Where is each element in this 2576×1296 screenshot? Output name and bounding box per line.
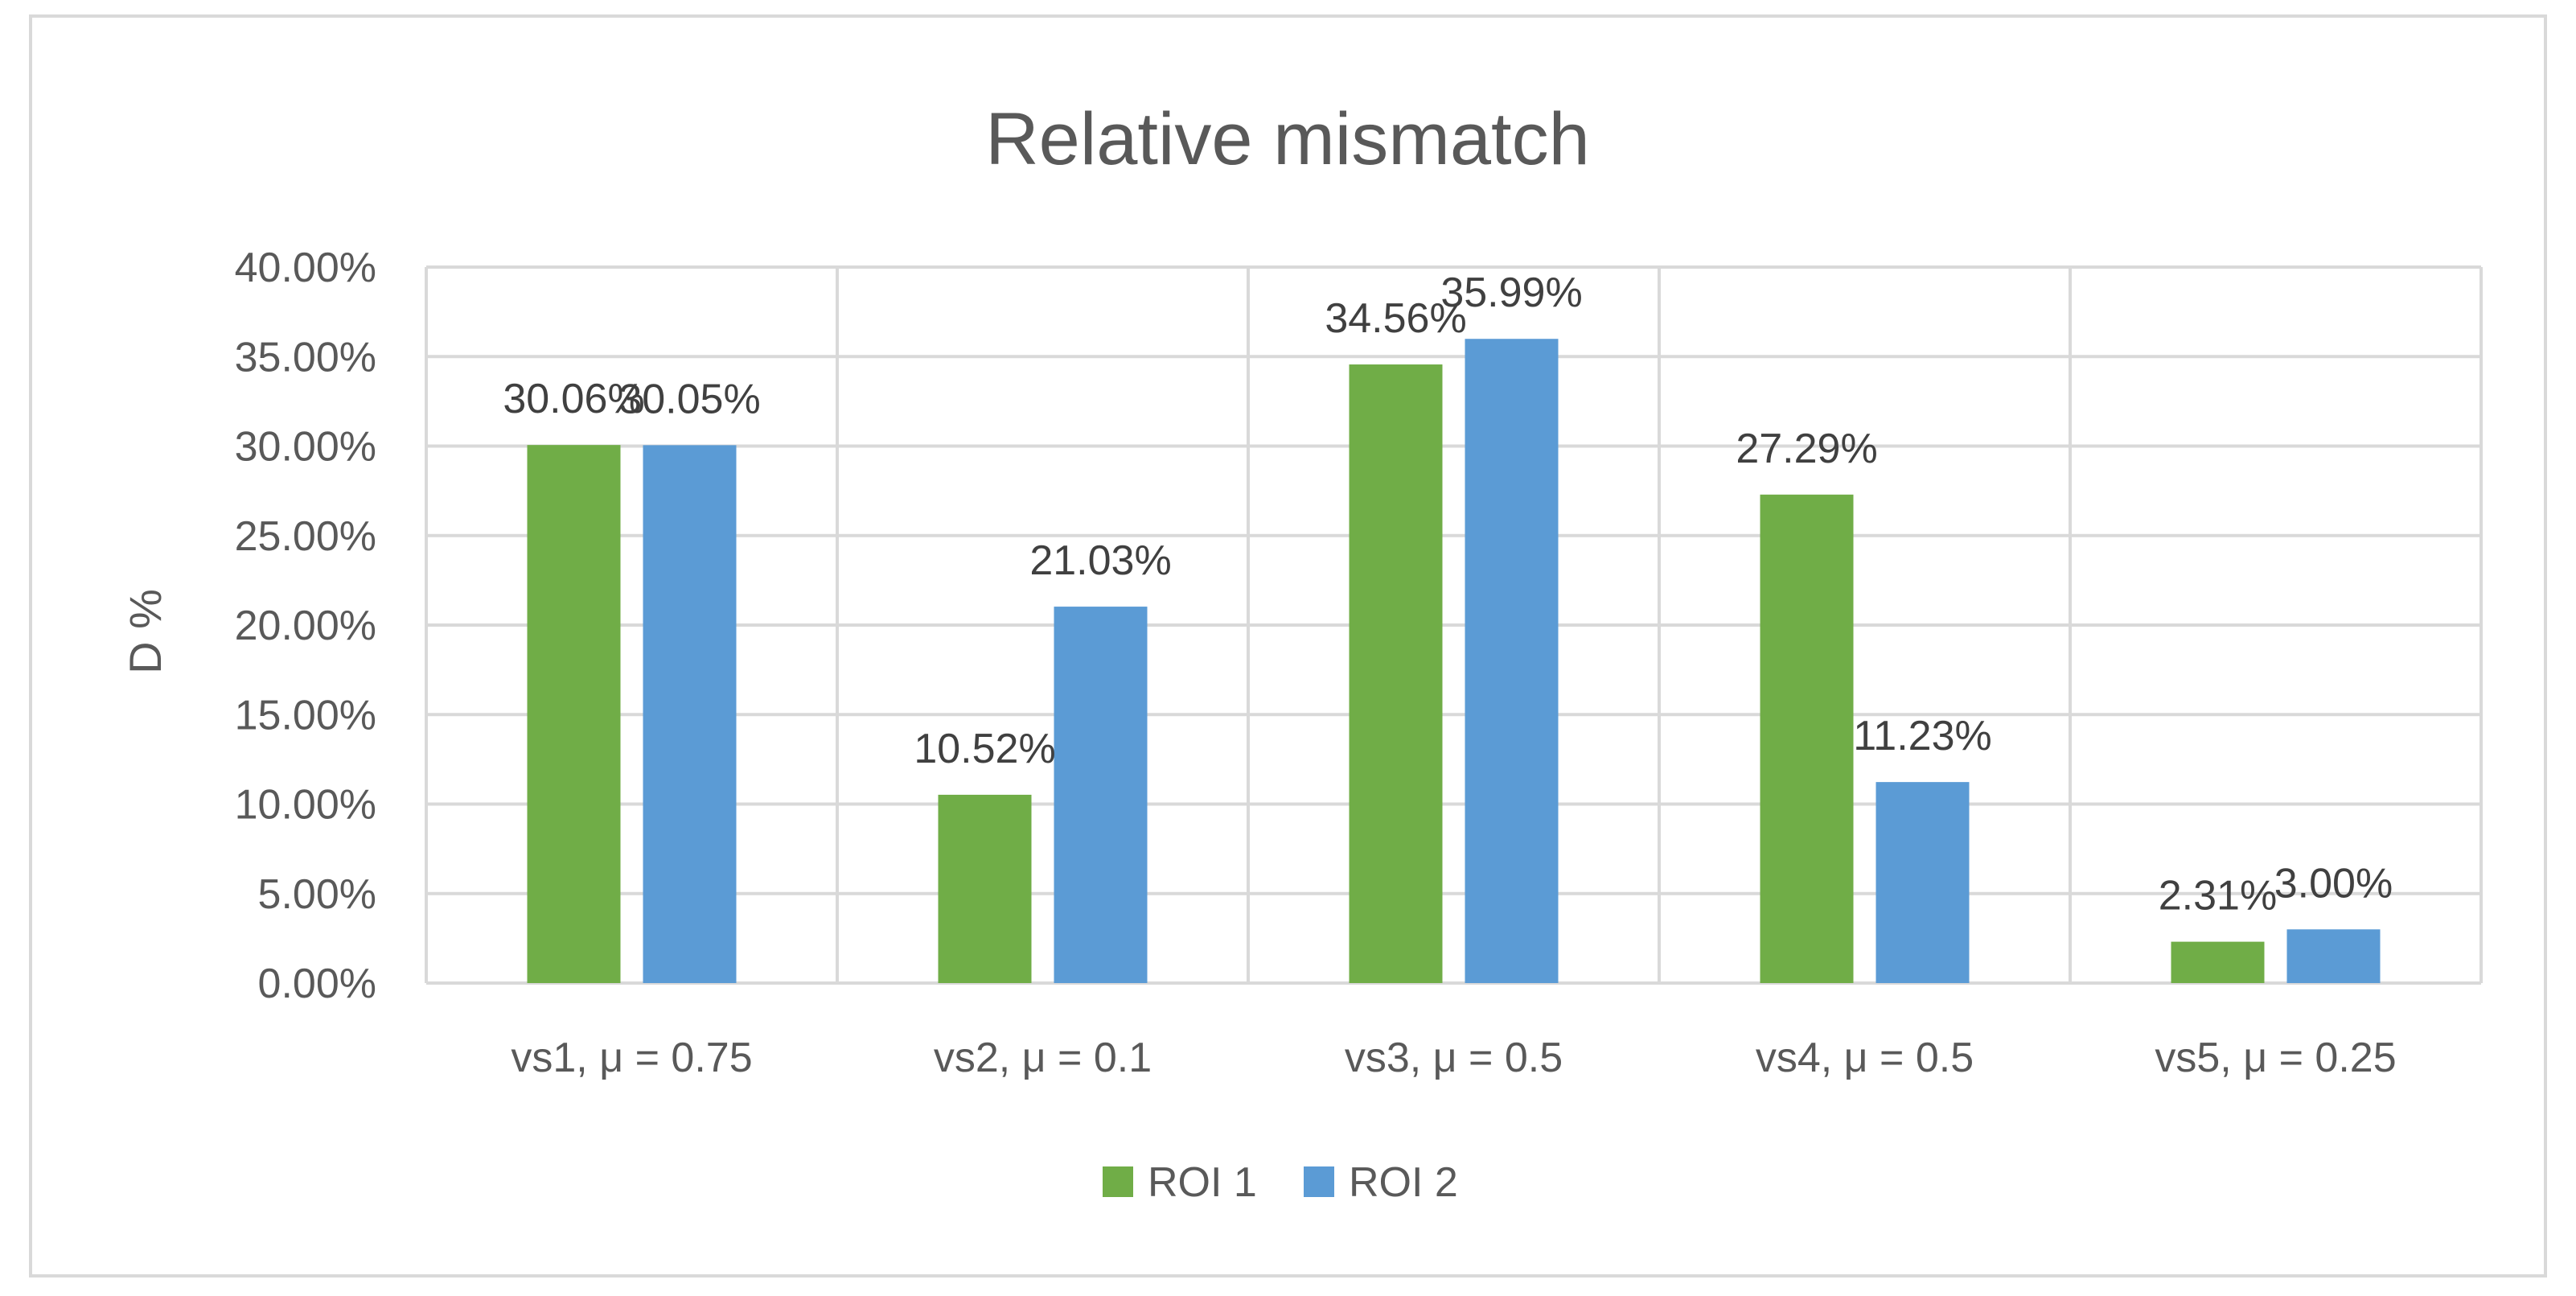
bar-roi-1-3: [1349, 364, 1443, 983]
data-label: 27.29%: [1736, 426, 1877, 472]
bar-roi-2-5: [2286, 929, 2381, 983]
y-tick-label: 10.00%: [235, 782, 376, 829]
legend-swatch: [1103, 1166, 1133, 1197]
bar-roi-2-1: [643, 445, 737, 983]
bars: [527, 339, 2381, 983]
y-tick-label: 5.00%: [258, 871, 376, 918]
legend-label: ROI 1: [1148, 1159, 1257, 1206]
bar-roi-2-4: [1876, 782, 1970, 983]
y-axis-label: D %: [120, 589, 171, 674]
data-label: 21.03%: [1029, 537, 1171, 584]
bar-roi-1-4: [1760, 494, 1854, 983]
data-label: 10.52%: [914, 726, 1055, 772]
x-category-label: vs1, μ = 0.75: [511, 1035, 752, 1081]
data-label: 3.00%: [2274, 860, 2393, 907]
data-label: 11.23%: [1853, 713, 1992, 759]
bar-roi-2-2: [1054, 607, 1148, 983]
chart-border: [29, 14, 2547, 1277]
y-axis-ticks: 0.00% 5.00% 10.00% 15.00% 20.00% 25.00% 30.00%…: [235, 245, 376, 1007]
bar-roi-1-2: [938, 794, 1032, 983]
gridlines: [425, 265, 2483, 985]
legend: ROI 1 ROI 2: [1103, 1159, 1458, 1206]
data-label: 35.99%: [1440, 269, 1582, 316]
bar-roi-1-1: [527, 445, 621, 983]
data-label: 30.06%: [503, 376, 644, 422]
y-tick-label: 30.00%: [235, 424, 376, 471]
y-tick-label: 25.00%: [235, 513, 376, 560]
legend-swatch: [1304, 1166, 1334, 1197]
x-category-label: vs4, μ = 0.5: [1756, 1035, 1974, 1081]
chart-title: Relative mismatch: [985, 98, 1590, 180]
x-category-label: vs5, μ = 0.25: [2155, 1035, 2396, 1081]
y-tick-label: 40.00%: [235, 245, 376, 291]
y-tick-label: 35.00%: [235, 334, 376, 381]
x-category-label: vs3, μ = 0.5: [1345, 1035, 1563, 1081]
y-tick-label: 15.00%: [235, 692, 376, 739]
x-category-label: vs2, μ = 0.1: [934, 1035, 1152, 1081]
legend-label: ROI 2: [1349, 1159, 1458, 1206]
x-axis-categories: vs1, μ = 0.75 vs2, μ = 0.1 vs3, μ = 0.5 vs4…: [511, 1035, 2396, 1081]
y-tick-label: 0.00%: [258, 961, 376, 1007]
bar-roi-2-3: [1465, 339, 1559, 983]
data-label: 30.05%: [618, 376, 760, 422]
y-tick-label: 20.00%: [235, 603, 376, 649]
data-label: 34.56%: [1325, 295, 1466, 342]
data-label: 2.31%: [2159, 873, 2277, 920]
bar-roi-1-5: [2171, 941, 2265, 983]
data-labels: 30.06%30.05% 10.52% 21.03% 34.56%35.99% 27.2…: [503, 269, 2393, 919]
